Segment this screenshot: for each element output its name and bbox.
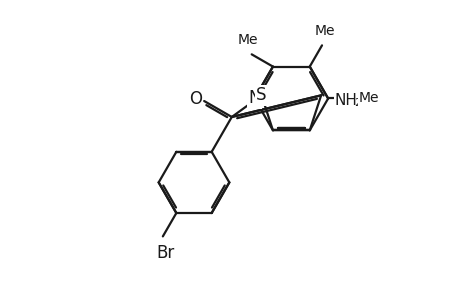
Text: Me: Me: [313, 25, 334, 38]
Text: S: S: [256, 86, 266, 104]
Text: NH: NH: [334, 93, 357, 108]
Text: Br: Br: [156, 244, 174, 262]
Text: 2: 2: [354, 98, 361, 108]
Text: O: O: [189, 90, 202, 108]
Text: Me: Me: [237, 34, 257, 47]
Text: Me: Me: [358, 92, 378, 106]
Text: N: N: [248, 89, 260, 107]
